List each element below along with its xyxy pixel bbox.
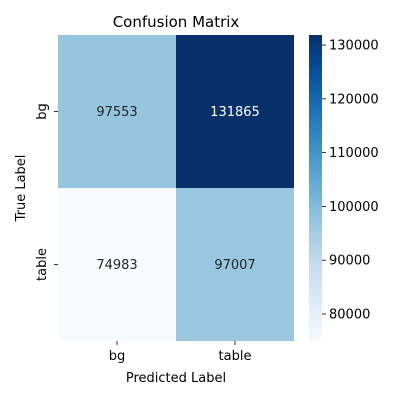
heatmap-cell-bg-table bbox=[176, 35, 294, 188]
cell-value-label: 74983 bbox=[96, 258, 137, 273]
colorbar-gradient bbox=[309, 35, 322, 341]
colorbar-tick-label: 80000 bbox=[329, 308, 370, 323]
y-tick-label: table bbox=[35, 248, 50, 281]
heatmap-cell-bg-bg bbox=[58, 35, 176, 188]
x-tick-label: bg bbox=[109, 349, 126, 364]
colorbar-tick-label: 120000 bbox=[329, 92, 379, 107]
y-axis-label: True Label bbox=[14, 155, 29, 223]
heatmap-cell-table-bg bbox=[58, 188, 176, 341]
colorbar: 80000 90000 100000 110000 120000 130000 bbox=[309, 35, 379, 341]
cell-value-label: 131865 bbox=[210, 105, 260, 120]
colorbar-tick-label: 100000 bbox=[329, 200, 379, 215]
colorbar-tick-label: 110000 bbox=[329, 146, 379, 161]
y-tick-label: bg bbox=[35, 103, 50, 120]
colorbar-tick-label: 130000 bbox=[329, 39, 379, 54]
y-axis-ticks: bg table bbox=[35, 103, 58, 281]
cell-value-label: 97553 bbox=[96, 105, 137, 120]
x-axis-label: Predicted Label bbox=[126, 371, 226, 386]
heatmap-cell-table-table bbox=[176, 188, 294, 341]
colorbar-tick-label: 90000 bbox=[329, 254, 370, 269]
x-axis-ticks: bg table bbox=[109, 341, 252, 364]
x-tick-label: table bbox=[219, 349, 252, 364]
heatmap-cells: 97553 131865 74983 97007 bbox=[58, 35, 294, 341]
chart-title: Confusion Matrix bbox=[113, 13, 240, 31]
cell-value-label: 97007 bbox=[214, 258, 255, 273]
